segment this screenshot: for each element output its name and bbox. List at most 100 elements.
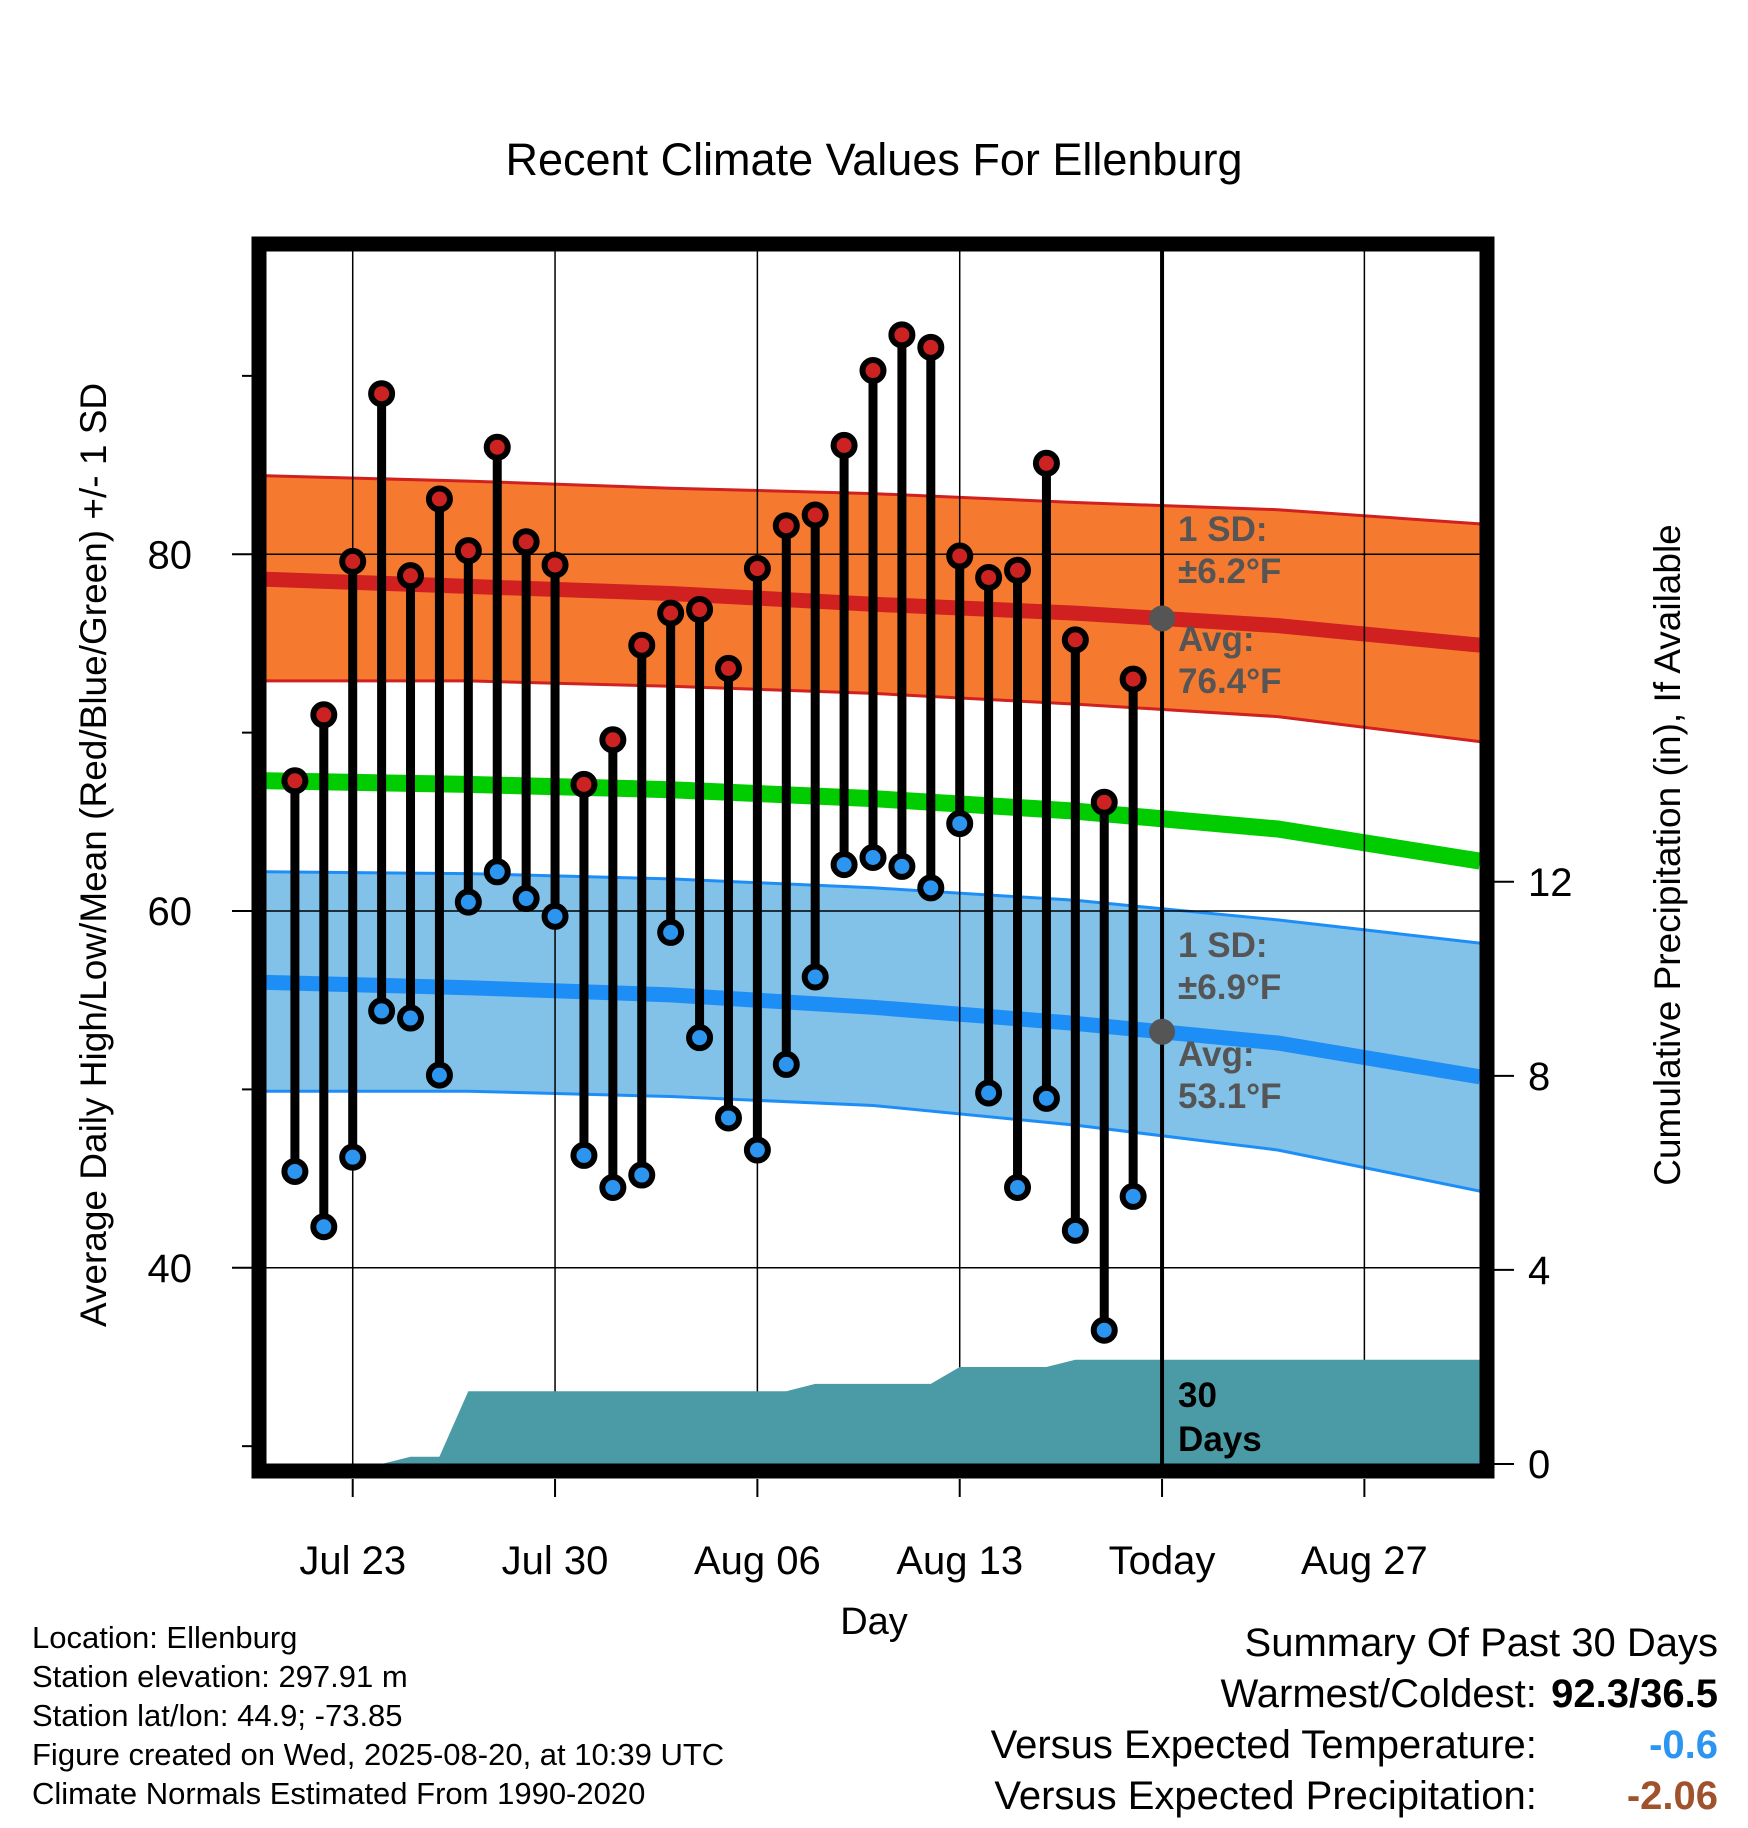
daily-high-point bbox=[946, 542, 974, 570]
summary-precip-label: Versus Expected Precipitation: bbox=[994, 1774, 1537, 1818]
daily-low-point bbox=[310, 1213, 338, 1241]
daily-low-point bbox=[743, 1136, 771, 1164]
daily-high-point bbox=[368, 380, 396, 408]
daily-high-point bbox=[917, 333, 945, 361]
y-tick-label-right: 0 bbox=[1528, 1443, 1550, 1487]
daily-low-point bbox=[368, 997, 396, 1025]
x-axis-label: Day bbox=[840, 1601, 908, 1643]
daily-low-point bbox=[1119, 1182, 1147, 1210]
daily-low-point bbox=[1061, 1216, 1089, 1244]
summary-title: Summary Of Past 30 Days bbox=[1244, 1621, 1718, 1665]
daily-low-point bbox=[281, 1157, 309, 1185]
y-tick-label-right: 4 bbox=[1528, 1249, 1550, 1293]
daily-low-point bbox=[599, 1174, 627, 1202]
daily-low-point bbox=[483, 858, 511, 886]
daily-low-point bbox=[1032, 1084, 1060, 1112]
daily-high-point bbox=[483, 433, 511, 461]
summary-precip-row: Versus Expected Precipitation: -2.06 bbox=[991, 1771, 1718, 1822]
daily-low-point bbox=[714, 1104, 742, 1132]
daily-high-point bbox=[512, 528, 540, 556]
daily-high-point bbox=[281, 767, 309, 795]
low-sd-lower-line bbox=[266, 1089, 1480, 1193]
info-elevation: Station elevation: 297.91 m bbox=[32, 1659, 408, 1694]
daily-low-point bbox=[570, 1141, 598, 1169]
y-tick-label-left: 80 bbox=[148, 533, 193, 577]
station-info: Location: Ellenburg Station elevation: 2… bbox=[32, 1618, 724, 1813]
summary-temp-label: Versus Expected Temperature: bbox=[990, 1723, 1537, 1767]
daily-low-point bbox=[657, 918, 685, 946]
today-low-normal-marker bbox=[1149, 1018, 1176, 1045]
daily-high-point bbox=[714, 654, 742, 682]
low-avg-value: 53.1°F bbox=[1178, 1077, 1282, 1116]
y-axis-label-right: Cumulative Precipitation (in), If Availa… bbox=[1647, 524, 1688, 1186]
summary-warmest-row: Warmest/Coldest: 92.3/36.5 bbox=[991, 1669, 1719, 1720]
daily-low-point bbox=[830, 851, 858, 879]
summary-warmest-label: Warmest/Coldest: bbox=[1220, 1672, 1537, 1716]
summary-warmest-value: 92.3/36.5 bbox=[1551, 1672, 1718, 1716]
daily-high-point bbox=[570, 770, 598, 798]
daily-high-point bbox=[801, 501, 829, 529]
x-tick-label: Today bbox=[1109, 1539, 1216, 1583]
daily-low-point bbox=[541, 902, 569, 930]
daily-high-point bbox=[339, 547, 367, 575]
low-normal-line bbox=[266, 974, 1480, 1085]
daily-low-point bbox=[946, 810, 974, 838]
daily-high-point bbox=[1090, 788, 1118, 816]
daily-low-point bbox=[425, 1061, 453, 1089]
high-sd-value: ±6.2°F bbox=[1178, 552, 1281, 591]
daily-high-point bbox=[541, 551, 569, 579]
low-sd-value: ±6.9°F bbox=[1178, 968, 1281, 1007]
x-tick-label: Jul 23 bbox=[299, 1539, 406, 1583]
y-tick-label-left: 60 bbox=[148, 890, 193, 934]
info-created: Figure created on Wed, 2025-08-20, at 10… bbox=[32, 1737, 725, 1772]
high-sd-label: 1 SD: bbox=[1178, 510, 1267, 549]
daily-low-point bbox=[859, 844, 887, 871]
daily-high-point bbox=[1061, 626, 1089, 654]
info-normals: Climate Normals Estimated From 1990-2020 bbox=[32, 1776, 646, 1811]
daily-high-point bbox=[1119, 665, 1147, 693]
low-sd-band bbox=[266, 871, 1480, 1192]
plot-area bbox=[266, 251, 1480, 1464]
info-latlon: Station lat/lon: 44.9; -73.85 bbox=[32, 1698, 403, 1733]
y-tick-label-right: 12 bbox=[1528, 861, 1573, 905]
daily-low-point bbox=[801, 963, 829, 991]
daily-high-point bbox=[888, 321, 916, 349]
y-tick-label-left: 40 bbox=[148, 1247, 193, 1291]
daily-high-point bbox=[310, 701, 338, 729]
y-tick-label-right: 8 bbox=[1528, 1055, 1550, 1099]
info-location: Location: Ellenburg bbox=[32, 1620, 298, 1655]
summary-precip-value: -2.06 bbox=[1626, 1774, 1718, 1818]
daily-low-point bbox=[454, 888, 482, 916]
daily-high-point bbox=[772, 512, 800, 540]
summary-temp-row: Versus Expected Temperature: -0.6 bbox=[991, 1720, 1718, 1771]
daily-low-point bbox=[888, 852, 916, 880]
summary-temp-value: -0.6 bbox=[1649, 1723, 1718, 1767]
high-avg-label: Avg: bbox=[1178, 620, 1254, 659]
daily-high-point bbox=[657, 599, 685, 627]
x-tick-label: Jul 30 bbox=[502, 1539, 609, 1583]
daily-high-point bbox=[830, 431, 858, 459]
today-high-normal-marker bbox=[1149, 605, 1176, 632]
daily-low-point bbox=[628, 1161, 656, 1189]
daily-low-point bbox=[512, 885, 540, 913]
daily-high-point bbox=[975, 563, 1003, 591]
y-axis-label-left: Average Daily High/Low/Mean (Red/Blue/Gr… bbox=[73, 383, 114, 1327]
daily-high-point bbox=[1032, 449, 1060, 477]
daily-low-point bbox=[339, 1143, 367, 1171]
x-tick-label: Aug 06 bbox=[694, 1539, 821, 1583]
daily-high-point bbox=[397, 562, 425, 590]
daily-low-point bbox=[1004, 1174, 1032, 1202]
daily-low-point bbox=[917, 874, 945, 902]
daily-high-point bbox=[743, 555, 771, 583]
period-label-number: 30 bbox=[1178, 1376, 1217, 1415]
low-sd-label: 1 SD: bbox=[1178, 926, 1267, 965]
plot-frame bbox=[251, 236, 1495, 1479]
daily-low-point bbox=[975, 1079, 1003, 1107]
summary-panel: Summary Of Past 30 Days Warmest/Coldest:… bbox=[991, 1618, 1718, 1822]
daily-high-point bbox=[454, 537, 482, 565]
precip-cumulative-area bbox=[266, 1359, 1480, 1464]
daily-low-point bbox=[397, 1004, 425, 1032]
low-avg-label: Avg: bbox=[1178, 1035, 1254, 1074]
daily-high-point bbox=[628, 631, 656, 659]
